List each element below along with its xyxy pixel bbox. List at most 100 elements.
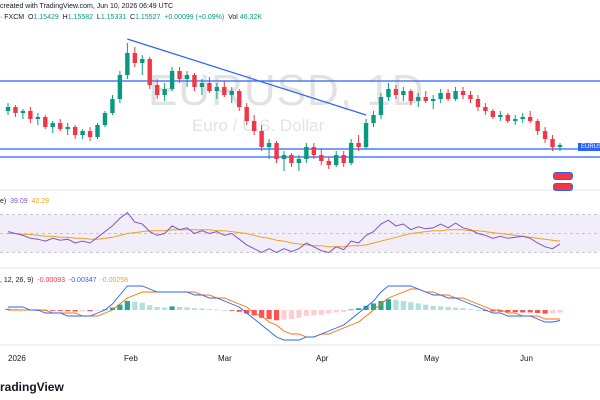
candle-body xyxy=(475,99,481,107)
high-label: H xyxy=(62,14,68,21)
macd-histogram-bar xyxy=(467,309,474,310)
macd-line xyxy=(8,285,561,341)
rsi-prefix: e) xyxy=(0,198,7,205)
candle-body xyxy=(184,75,190,79)
candle-body xyxy=(520,117,525,119)
macd-histogram-bar xyxy=(520,310,526,313)
candle-body xyxy=(505,115,510,121)
candle-body xyxy=(386,89,391,97)
rsi-ma-line xyxy=(8,229,561,248)
macd-histogram-bar xyxy=(512,310,518,313)
macd-histogram-bar xyxy=(288,310,295,319)
candle-body xyxy=(5,107,11,111)
macd-histogram-bar xyxy=(169,306,175,310)
candle-body xyxy=(162,89,167,95)
rsi-ma-value: 42.29 xyxy=(31,198,50,205)
candle-body xyxy=(371,115,376,123)
macd-histogram-bar xyxy=(363,305,369,310)
macd-histogram-bar xyxy=(505,310,511,313)
candle-body xyxy=(28,111,33,119)
macd-histogram-bar xyxy=(400,301,406,310)
candle-body xyxy=(192,75,197,87)
macd-histogram-bar xyxy=(176,307,183,310)
candle-body xyxy=(311,147,317,155)
candle-body xyxy=(251,121,257,131)
macd-histogram-bar xyxy=(341,310,347,312)
change-value: +0.00099 (+0.09%) xyxy=(164,14,225,21)
macd-histogram-bar xyxy=(50,310,56,311)
macd-histogram-bar xyxy=(139,302,145,310)
price-tag: EURUS xyxy=(578,143,600,151)
candle-body xyxy=(378,97,384,115)
macd-histogram-bar xyxy=(281,310,287,320)
macd-histogram-bar xyxy=(557,310,563,313)
macd-histogram-bar xyxy=(296,310,302,318)
candles xyxy=(5,43,563,171)
candle-body xyxy=(319,155,324,161)
macd-histogram-bar xyxy=(57,310,63,311)
macd-histogram-bar xyxy=(132,301,138,310)
candle-body xyxy=(468,95,473,99)
macd-histogram-bar xyxy=(333,310,339,313)
macd-histogram-bar xyxy=(72,310,78,312)
tradingview-logo: radingView xyxy=(0,380,64,394)
candle-body xyxy=(169,71,175,89)
macd-histogram-bar xyxy=(490,310,496,312)
candle-body xyxy=(408,91,414,101)
candle-body xyxy=(363,123,369,147)
close-label: C xyxy=(130,14,136,21)
macd-histogram-bar xyxy=(266,310,272,319)
macd-histogram-bar xyxy=(117,304,123,310)
macd-histogram-bar xyxy=(199,308,205,310)
macd-histogram-bar xyxy=(162,307,168,310)
macd-histogram-bar xyxy=(221,310,227,311)
candle-body xyxy=(513,119,518,121)
candle-body xyxy=(356,143,361,147)
macd-histogram-bar xyxy=(326,310,332,314)
candle-body xyxy=(87,131,93,137)
candle-body xyxy=(557,145,563,147)
macd-histogram-bar xyxy=(311,310,317,316)
candle-body xyxy=(72,127,78,135)
macd-histogram-bar xyxy=(206,309,213,310)
x-tick-label: Apr xyxy=(316,354,329,363)
macd-histogram-bar xyxy=(214,309,220,311)
candle-body xyxy=(35,117,41,119)
candle-body xyxy=(147,59,152,85)
candle-body xyxy=(550,139,555,147)
macd-histogram-bar xyxy=(370,303,377,310)
macd-histogram-bar xyxy=(236,310,242,312)
candle-body xyxy=(110,99,115,113)
macd-histogram-bar xyxy=(259,310,265,318)
high-value: 1.15582 xyxy=(67,14,94,21)
open-value: 1.15429 xyxy=(33,14,59,21)
macd-histogram-bar xyxy=(65,310,71,312)
macd-histogram-bar xyxy=(445,307,451,310)
candle-body xyxy=(222,87,227,95)
candle-body xyxy=(423,97,428,101)
macd-histogram-bar xyxy=(229,310,235,311)
macd-histogram-bar xyxy=(355,308,362,310)
created-note: created with TradingView.com, Jun 10, 20… xyxy=(0,3,174,10)
macd-histogram-bar xyxy=(303,310,309,316)
macd-histogram-bar xyxy=(318,310,324,315)
x-tick-label: May xyxy=(424,354,440,363)
rsi-line xyxy=(7,211,561,254)
symbol-suffix: · FXCM xyxy=(0,14,25,21)
candle-body xyxy=(490,111,496,117)
candle-body xyxy=(535,121,540,131)
macd-histogram-bar xyxy=(452,307,459,310)
candle-body xyxy=(281,155,287,159)
low-label: L xyxy=(96,14,101,21)
candle-body xyxy=(348,143,354,163)
macd-histogram-bar xyxy=(87,310,93,312)
macd-histogram-bar xyxy=(542,310,548,314)
candle-body xyxy=(20,111,26,113)
macd-histogram-bar xyxy=(415,303,421,310)
candle-body xyxy=(416,97,421,101)
macd-panel xyxy=(5,285,563,341)
macd-histogram-bar xyxy=(378,301,384,310)
macd-histogram-bar xyxy=(438,306,444,310)
candle-body xyxy=(237,91,242,107)
